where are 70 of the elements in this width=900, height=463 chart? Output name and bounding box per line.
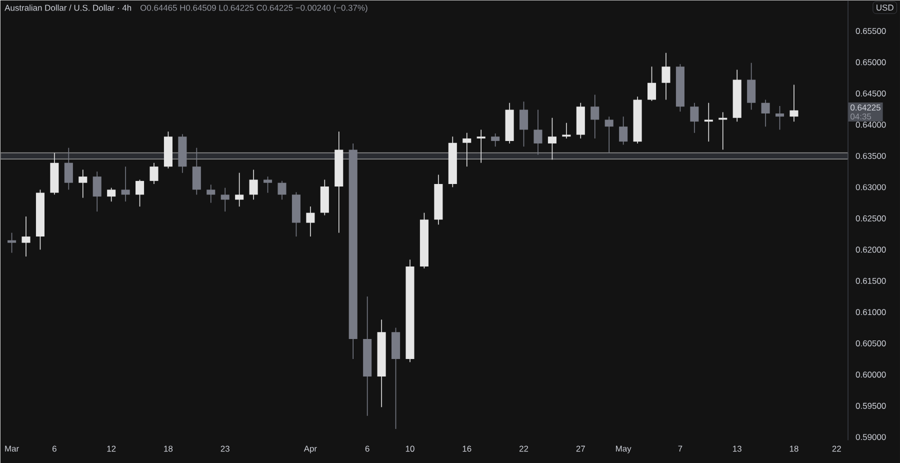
candlestick xyxy=(790,84,798,122)
y-tick-label: 0.64500 xyxy=(856,90,886,96)
candlestick xyxy=(619,116,628,146)
candlestick xyxy=(64,147,73,190)
y-tick-label: 0.64000 xyxy=(856,122,886,128)
candlestick xyxy=(747,62,756,110)
y-tick-label: 0.62500 xyxy=(856,215,886,222)
candlestick xyxy=(562,122,571,139)
candlestick xyxy=(220,187,230,212)
candlestick xyxy=(192,147,201,195)
x-tick-label: Mar xyxy=(5,446,19,452)
y-tick-label: 0.62000 xyxy=(856,246,886,253)
chart-subtitle: O0.64465 H0.64509 L0.64225 C0.64225 −0.00240 (−0.37%) xyxy=(140,4,368,12)
x-tick-label: May xyxy=(616,446,632,454)
candlestick xyxy=(590,94,600,139)
candlestick xyxy=(761,99,770,127)
candlestick xyxy=(704,102,713,142)
y-tick-label: 0.59000 xyxy=(856,434,886,440)
candlestick xyxy=(150,162,158,184)
text: USD xyxy=(876,4,894,10)
candlestick xyxy=(520,101,528,147)
x-tick-label: 27 xyxy=(576,446,585,452)
y-tick-label: 0.63500 xyxy=(856,152,886,159)
y-tick-label: 0.65000 xyxy=(856,59,886,66)
y-tick-label: 0.61000 xyxy=(856,309,886,316)
x-tick-label: 22 xyxy=(519,446,528,452)
text: 04:35 xyxy=(850,113,872,120)
x-tick-label: Apr xyxy=(304,446,317,454)
y-tick-label: 0.65500 xyxy=(856,28,886,34)
candlestick xyxy=(775,105,784,130)
candlestick xyxy=(476,129,486,164)
chart-title: Australian Dollar / U.S. Dollar · 4h xyxy=(4,4,132,11)
candlestick xyxy=(206,184,216,204)
x-tick-label: 23 xyxy=(220,446,230,452)
candlestick xyxy=(690,102,699,134)
candlestick xyxy=(306,206,315,237)
x-tick-label: 18 xyxy=(790,446,798,452)
y-tick-label: 0.61500 xyxy=(856,278,886,284)
candlestick xyxy=(548,117,556,160)
candlestick xyxy=(107,187,116,202)
candlestick xyxy=(78,169,88,198)
candlestick xyxy=(22,216,30,257)
candlestick xyxy=(264,176,272,194)
candlestick xyxy=(278,180,286,200)
text: 0.64225 xyxy=(850,104,880,110)
x-tick-label: 22 xyxy=(832,446,841,452)
y-tick-label: 0.59500 xyxy=(856,402,886,409)
candlestick xyxy=(249,169,258,200)
x-tick-label: 7 xyxy=(678,446,682,452)
candlestick xyxy=(136,179,144,207)
y-tick-label: 0.63000 xyxy=(856,184,886,190)
candlestick xyxy=(462,132,472,167)
x-tick-label: 13 xyxy=(733,446,742,452)
x-tick-label: 6 xyxy=(365,446,370,452)
candlestick xyxy=(8,232,16,254)
x-tick-label: 6 xyxy=(52,446,56,452)
candlestick xyxy=(121,166,130,202)
candlestick xyxy=(491,132,500,147)
x-tick-label: 10 xyxy=(406,446,414,452)
x-tick-label: 16 xyxy=(462,446,472,452)
y-tick-label: 0.60000 xyxy=(856,372,886,378)
candlestick xyxy=(648,66,656,102)
candlestick xyxy=(662,52,670,100)
candlestick xyxy=(604,116,614,154)
candlestick xyxy=(92,171,102,212)
candlestick xyxy=(534,109,542,156)
candlestick xyxy=(235,172,244,207)
x-tick-label: 18 xyxy=(164,446,173,452)
y-tick-label: 0.60500 xyxy=(856,340,886,346)
x-tick-label: 12 xyxy=(107,446,116,452)
